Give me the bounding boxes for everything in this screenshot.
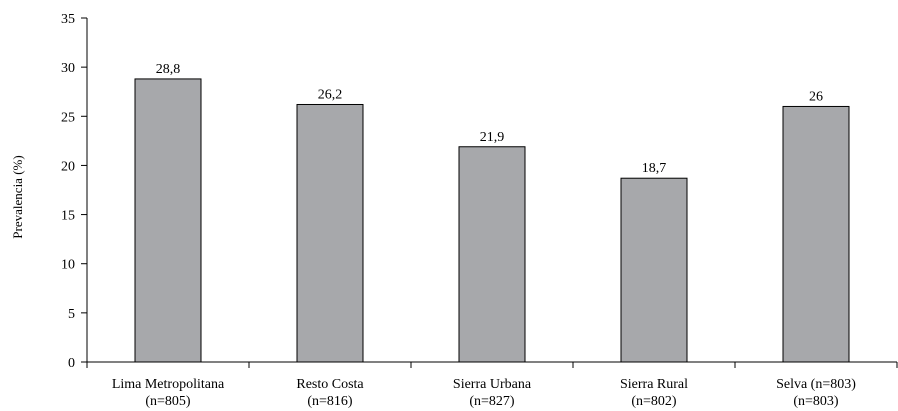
y-tick-label: 5	[68, 307, 75, 322]
bar	[620, 177, 688, 363]
y-axis: 0 5 10 15 20 25 30 35	[61, 12, 88, 371]
y-tick-label: 20	[61, 159, 75, 174]
y-tick-label: 15	[61, 209, 75, 224]
bar	[296, 103, 364, 363]
y-tick-label: 35	[61, 12, 75, 27]
category-n-label: (n=805)	[145, 394, 191, 409]
category-label: Resto Costa	[296, 377, 364, 392]
x-axis: Lima Metropolitana (n=805) Resto Costa (n=8…	[86, 361, 898, 409]
data-label: 21,9	[480, 130, 505, 145]
y-tick-label: 30	[61, 61, 75, 76]
bar	[782, 105, 850, 363]
data-label: 26	[809, 89, 823, 104]
category-label: Sierra Rural	[620, 377, 688, 392]
category-n-label: (n=827)	[469, 394, 515, 409]
y-tick-label: 0	[68, 356, 75, 371]
y-tick-label: 25	[61, 110, 75, 125]
bar	[458, 146, 526, 363]
category-label: Selva (n=803)	[776, 377, 856, 392]
y-axis-title: Prevalencia (%)	[10, 155, 25, 238]
bars: 28,8 26,2 21,9 18,7 26	[134, 62, 850, 363]
category-n-label: (n=802)	[631, 394, 677, 409]
category-label: Lima Metropolitana	[112, 377, 225, 392]
category-n-label: (n=803)	[793, 394, 839, 409]
category-n-label: (n=816)	[307, 394, 353, 409]
y-tick-label: 10	[61, 258, 75, 273]
category-label: Sierra Urbana	[453, 377, 532, 392]
data-label: 26,2	[318, 87, 343, 102]
data-label: 18,7	[642, 161, 667, 176]
data-label: 28,8	[156, 62, 181, 77]
bar	[134, 78, 202, 363]
